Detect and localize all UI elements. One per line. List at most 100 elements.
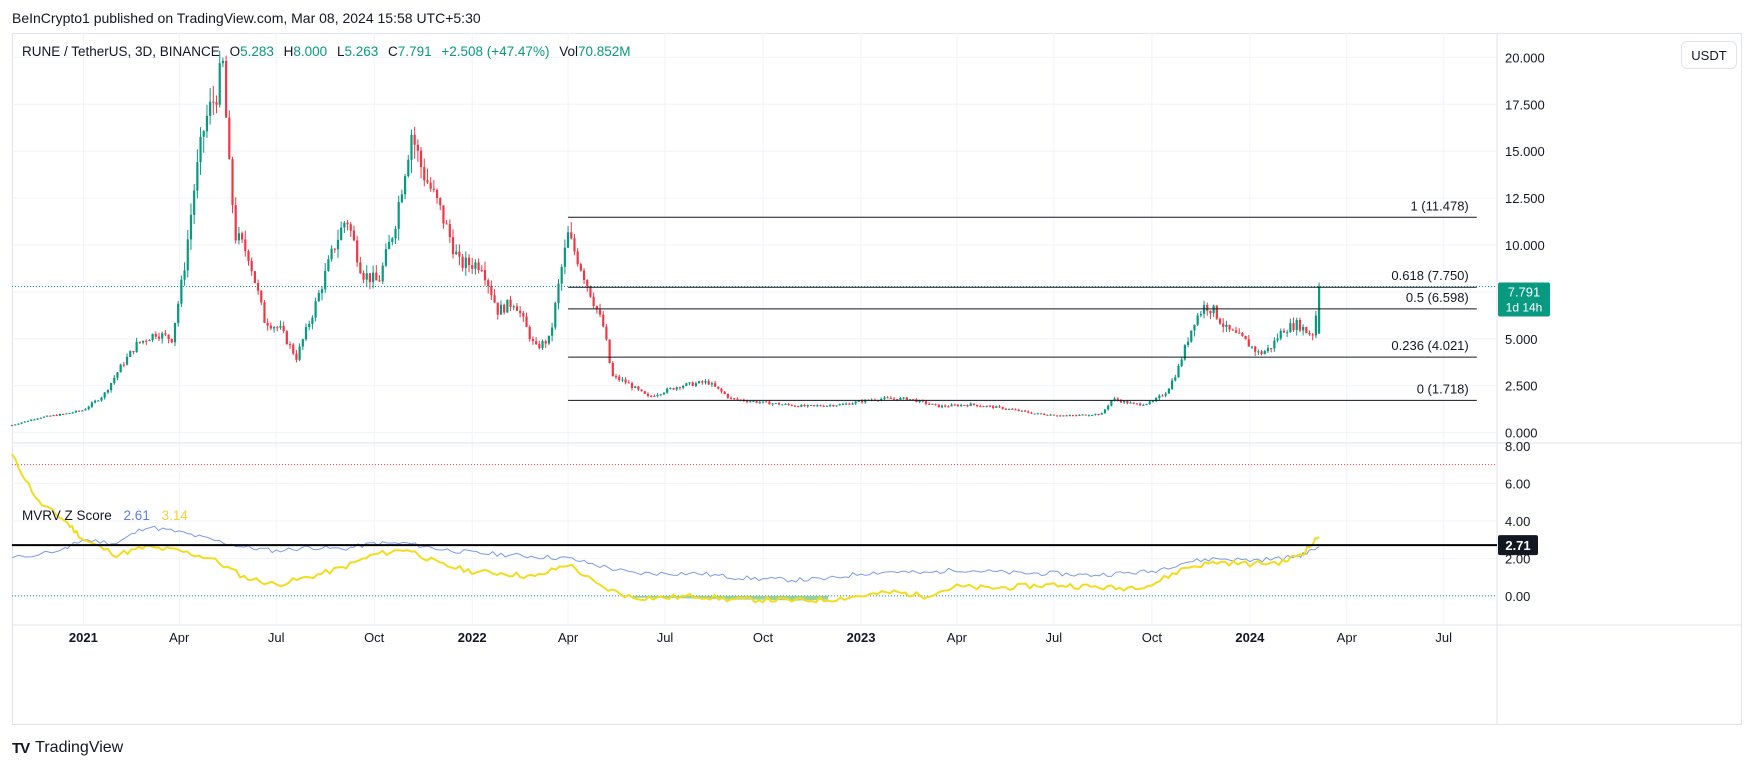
time-tick-label: 2023 [847, 630, 876, 645]
candle-body [276, 327, 279, 329]
candle-body [474, 262, 477, 269]
candle-body [340, 227, 343, 241]
candle-body [442, 205, 445, 224]
candle-body [678, 387, 682, 389]
candle-body [244, 239, 247, 252]
candle-body [1030, 412, 1033, 414]
candle-body [1308, 333, 1311, 335]
candle-body [758, 402, 761, 404]
candle-body [394, 228, 397, 239]
candle-body [78, 410, 81, 412]
candle-body [423, 167, 426, 181]
chart-frame [12, 33, 1742, 725]
candle-body [1151, 401, 1155, 403]
candle-body [1129, 402, 1132, 404]
open-label: O [229, 44, 241, 59]
candle-body [122, 364, 125, 366]
candle-body [1084, 414, 1087, 416]
candle-body [1004, 408, 1008, 410]
candle-body [467, 257, 471, 266]
candle-body [349, 224, 352, 231]
candle-body [1260, 351, 1263, 355]
candle-body [388, 241, 391, 250]
candle-body [266, 322, 269, 326]
candle-body [630, 383, 634, 388]
time-tick-label: Jul [657, 630, 674, 645]
candle-body [1100, 413, 1103, 415]
candle-body [1008, 408, 1011, 410]
candle-body [378, 280, 381, 282]
candle-body [62, 413, 65, 415]
candle-body [701, 381, 704, 383]
brand-name: TradingView [35, 739, 124, 756]
candle-body [42, 416, 46, 418]
candle-body [582, 270, 586, 281]
candle-body [908, 399, 912, 401]
candle-body [1055, 415, 1059, 417]
indicator-tick-label: 0.00 [1505, 589, 1530, 604]
candle-body [116, 372, 119, 378]
candle-body [253, 271, 256, 283]
mvrv-indicator [11, 453, 1497, 604]
candle-body [106, 390, 109, 393]
candle-body [1292, 323, 1295, 331]
candle-body [1014, 409, 1017, 411]
candle-body [247, 251, 250, 262]
candle-body [1164, 393, 1167, 396]
candle-body [988, 405, 992, 407]
candle-body [209, 101, 212, 116]
candle-body [1075, 415, 1078, 417]
candle-body [189, 214, 193, 240]
candle-body [225, 60, 228, 118]
candle-body [1087, 415, 1091, 417]
candle-body [1062, 415, 1065, 417]
candle-body [1212, 305, 1215, 314]
candle-body [726, 394, 729, 398]
candle-body [493, 295, 496, 303]
symbol-name: RUNE / TetherUS, 3D, BINANCE [22, 44, 220, 59]
candle-body [1071, 415, 1075, 417]
price-tick-label: 15.000 [1505, 144, 1545, 159]
candle-body [525, 316, 528, 327]
candle-body [324, 270, 327, 290]
candle-body [148, 340, 151, 342]
time-tick-label: Apr [947, 630, 968, 645]
candle-body [295, 353, 298, 360]
candle-body [1196, 315, 1199, 325]
candle-body [292, 344, 295, 354]
tradingview-brand[interactable]: TV TradingView [12, 739, 123, 757]
currency-button[interactable]: USDT [1681, 41, 1737, 69]
candle-body [845, 403, 848, 405]
fib-level-label: 0.236 (4.021) [1391, 338, 1468, 353]
candle-body [84, 409, 87, 411]
time-tick-label: 2022 [458, 630, 487, 645]
candle-body [435, 189, 439, 199]
candle-body [1103, 409, 1107, 414]
candle-body [659, 394, 662, 396]
candle-body [346, 222, 349, 225]
candle-body [854, 401, 857, 404]
candle-body [643, 391, 646, 394]
candle-body [557, 283, 560, 304]
candle-body [81, 410, 84, 412]
candle-body [157, 336, 161, 339]
candle-body [1158, 395, 1161, 399]
candle-body [439, 198, 442, 206]
candle-body [46, 415, 49, 417]
close-value: 7.791 [397, 44, 432, 59]
candle-body [448, 224, 451, 238]
candle-body [605, 326, 608, 340]
candle-body [1282, 330, 1286, 333]
candle-body [1123, 400, 1126, 403]
fibonacci-retracement: 1 (11.478) 0.618 (7.750) 0.5 (6.598) 0.236 … [568, 198, 1477, 401]
candle-body [260, 290, 263, 303]
candle-body [800, 404, 803, 407]
candle-body [1250, 346, 1254, 348]
price-badge-countdown: 1d 14h [1506, 300, 1543, 314]
candle-body [934, 403, 937, 405]
candle-body [563, 247, 566, 267]
candle-body [1017, 409, 1020, 412]
candle-body [608, 339, 611, 364]
candle-body [937, 404, 940, 408]
